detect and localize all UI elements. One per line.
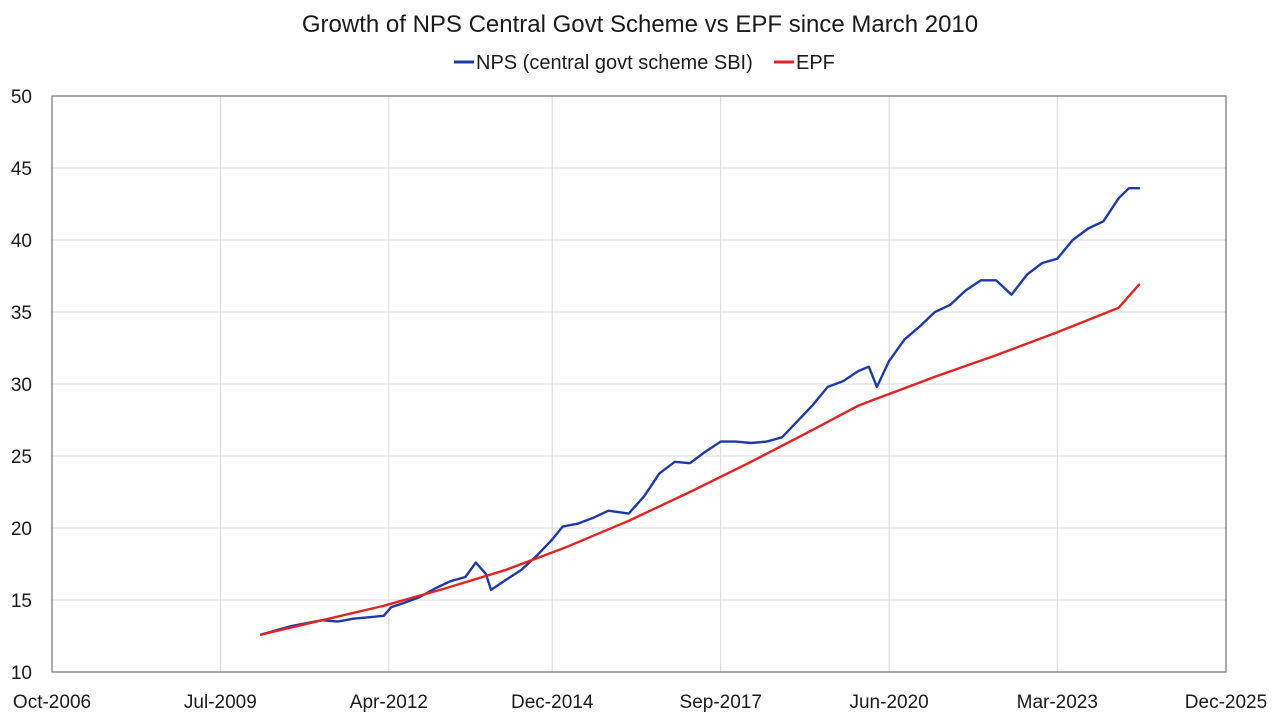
chart-title: Growth of NPS Central Govt Scheme vs EPF… [302, 11, 978, 38]
y-tick-label: 25 [11, 447, 32, 468]
x-tick-label: Apr-2012 [350, 692, 428, 713]
x-tick-label: Oct-2006 [13, 692, 91, 713]
y-axis-ticks: 10 15 20 25 30 35 40 45 50 [11, 87, 32, 684]
x-tick-label: Dec-2025 [1185, 692, 1267, 713]
x-tick-label: Sep-2017 [680, 692, 762, 713]
legend: NPS (central govt scheme SBI) EPF [454, 52, 835, 74]
legend-entry-nps: NPS (central govt scheme SBI) [454, 52, 753, 74]
plot-area-border [51, 95, 1227, 673]
x-tick-label: Mar-2023 [1017, 692, 1098, 713]
y-tick-label: 20 [11, 519, 32, 540]
gridlines [52, 96, 1226, 672]
legend-label-nps: NPS (central govt scheme SBI) [476, 52, 753, 74]
series-line-nps [259, 186, 1141, 636]
x-axis-ticks: Oct-2006 Jul-2009 Apr-2012 Dec-2014 Sep-2017… [13, 692, 1267, 713]
y-tick-label: 35 [11, 303, 32, 324]
y-tick-label: 30 [11, 375, 32, 396]
y-tick-label: 10 [11, 663, 32, 684]
x-tick-label: Jul-2009 [184, 692, 257, 713]
series-lines [259, 186, 1141, 636]
x-tick-label: Jun-2020 [849, 692, 928, 713]
y-tick-label: 15 [11, 591, 32, 612]
y-tick-label: 45 [11, 159, 32, 180]
series-line-epf [259, 283, 1141, 636]
y-tick-label: 40 [11, 231, 32, 252]
legend-entry-epf: EPF [774, 52, 835, 74]
legend-label-epf: EPF [796, 52, 835, 74]
x-tick-label: Dec-2014 [511, 692, 594, 713]
y-tick-label: 50 [11, 87, 32, 108]
